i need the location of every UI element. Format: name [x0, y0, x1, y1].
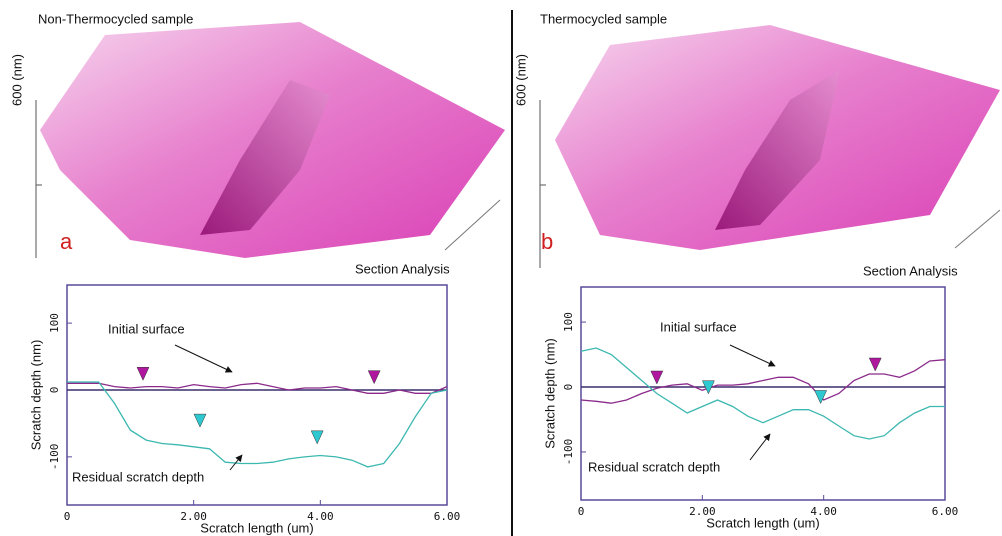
annotation-arrow — [749, 433, 771, 461]
x-axis-label: Scratch length (um) — [706, 515, 819, 530]
x-tick-label: 4.00 — [810, 505, 837, 518]
annotation: Residual scratch depth — [588, 459, 720, 474]
data-line — [580, 359, 946, 404]
panel-title: Non-Thermocycled sample — [38, 11, 193, 26]
afm-image — [35, 22, 505, 258]
y-tick-label: 100 — [562, 312, 575, 332]
annotation-arrow — [729, 344, 776, 367]
x-tick-label: 2.00 — [180, 510, 207, 523]
annotation: Residual scratch depth — [72, 469, 204, 484]
section-title: Section Analysis — [355, 261, 450, 276]
plot-frame — [580, 286, 946, 501]
annotation: Initial surface — [108, 321, 185, 336]
y-tick-label: -100 — [48, 444, 61, 471]
x-tick-label: 2.00 — [689, 505, 716, 518]
x-tick-label: 6.00 — [434, 510, 461, 523]
panel-label: b — [541, 229, 553, 254]
plot-frame — [66, 284, 448, 506]
annotation-arrow — [229, 454, 243, 471]
panel-title: Thermocycled sample — [540, 11, 667, 26]
x-tick-label: 0 — [64, 510, 71, 523]
x-tick-label: 6.00 — [932, 505, 959, 518]
cursor — [310, 430, 324, 445]
cursor — [136, 367, 150, 381]
data-line — [67, 381, 448, 468]
panel-label: a — [60, 229, 73, 254]
annotation: Initial surface — [660, 319, 737, 334]
cursor — [193, 413, 207, 428]
cursor — [702, 380, 715, 395]
y-axis-label: Scratch depth (nm) — [542, 338, 557, 449]
cursor — [868, 357, 882, 372]
cursor — [367, 370, 381, 385]
image-axis-label: 600 (nm) — [513, 54, 528, 106]
y-axis-label: Scratch depth (nm) — [28, 340, 43, 451]
image-axis-label: 600 (nm) — [9, 54, 24, 106]
cursor — [814, 390, 828, 405]
y-tick-label: 0 — [562, 384, 575, 391]
cursor — [650, 370, 664, 385]
x-axis-label: Scratch length (um) — [200, 520, 313, 535]
data-line — [580, 347, 945, 440]
y-tick-label: -100 — [562, 439, 575, 466]
y-tick-label: 100 — [48, 313, 61, 333]
annotation-arrow — [174, 344, 233, 373]
data-line — [67, 382, 448, 394]
x-tick-label: 4.00 — [307, 510, 334, 523]
afm-image — [539, 25, 1001, 268]
y-tick-label: 0 — [48, 387, 61, 394]
section-title: Section Analysis — [863, 263, 958, 278]
x-tick-label: 0 — [578, 505, 585, 518]
